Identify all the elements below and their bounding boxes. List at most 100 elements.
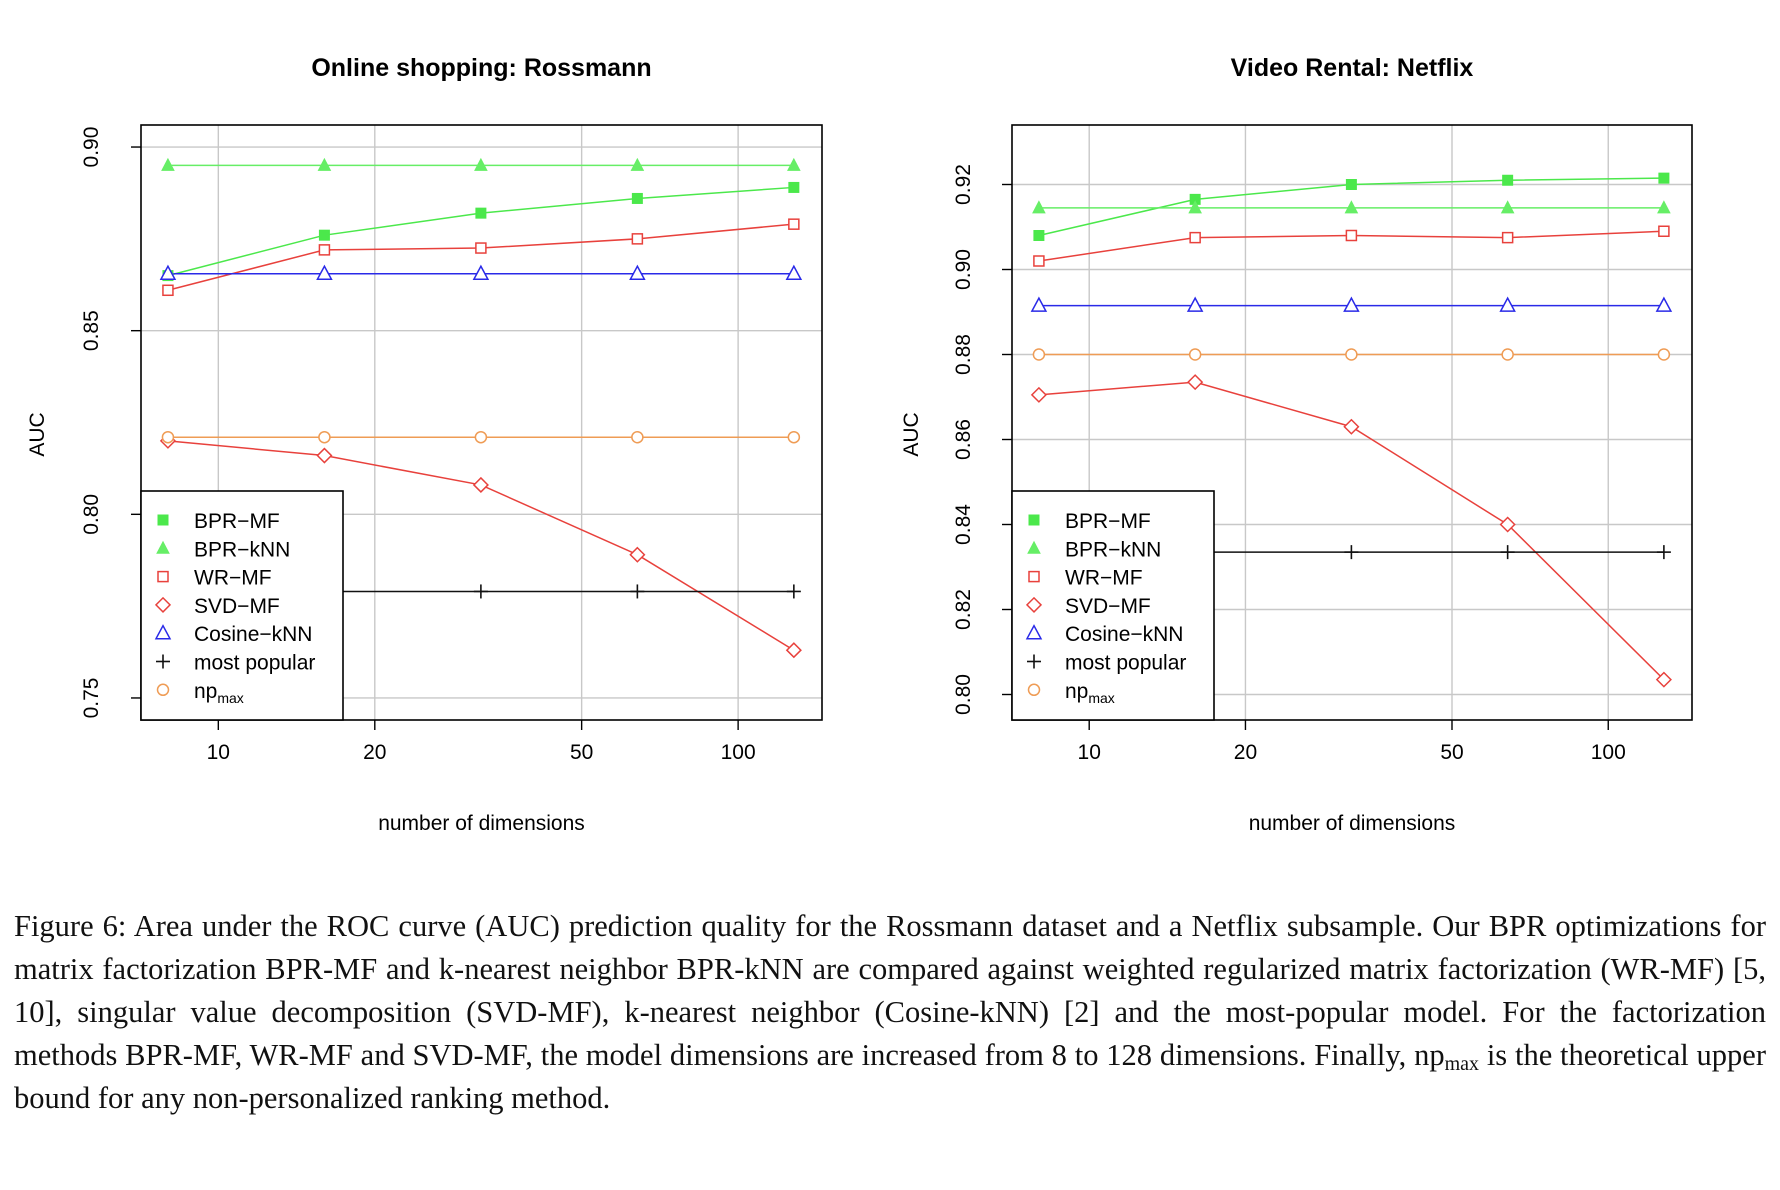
y-tick-label-5: 0.90: [952, 249, 975, 290]
y-tick-label-3: 0.86: [952, 419, 975, 460]
point-wr_mf-32: [475, 242, 487, 254]
x-axis-label: number of dimensions: [378, 812, 585, 835]
legend: BPR−MF BPR−kNN WR−MF SVD−MF Cosine−kNN most p…: [140, 490, 344, 721]
legend-label-subscript: max: [1088, 690, 1114, 706]
y-tick-label-2: 0.84: [952, 504, 975, 545]
y-tick-label-4: 0.88: [952, 334, 975, 375]
point-most_popular-32: [1344, 545, 1359, 560]
y-tick-label-3: 0.90: [80, 127, 103, 168]
point-most_popular-32: [473, 584, 488, 599]
x-tick-label-10: 10: [207, 741, 230, 764]
figure-charts: Online shopping: Rossmann 10 20 50 100 0.75 0.…: [26, 54, 1693, 835]
point-bpr_mf-128: [1658, 172, 1670, 184]
figure: Online shopping: Rossmann 10 20 50 100 0.75 0.…: [26, 54, 1693, 835]
point-most_popular-128: [1656, 545, 1671, 560]
point-bpr_knn-128: [787, 157, 801, 171]
legend-box: [1011, 490, 1215, 721]
x-tick-label-20: 20: [1234, 741, 1257, 764]
legend-marker-cosine_knn: [1025, 624, 1043, 640]
point-bpr_knn-128: [1657, 200, 1671, 214]
series-markers-bpr_knn: [1032, 200, 1671, 214]
point-cosine_knn-128: [785, 264, 803, 280]
caption-text-suffix: is the theoretical upper bound for any n…: [14, 1038, 1766, 1115]
series-markers-wr_mf: [162, 218, 800, 297]
legend-label-most_popular: most popular: [1065, 652, 1186, 675]
point-cosine_knn-16: [316, 264, 333, 280]
point-bpr_mf-8: [1033, 230, 1045, 241]
legend-label-wr_mf: WR−MF: [1065, 567, 1143, 590]
legend-marker-bpr_mf: [157, 514, 169, 526]
point-bpr_knn-32: [1344, 200, 1359, 214]
point-np_max-128: [787, 430, 801, 444]
point-cosine_knn-32: [472, 264, 490, 280]
point-wr_mf-16: [318, 244, 331, 256]
legend-label-bpr_knn: BPR−kNN: [194, 538, 290, 561]
legend-box: [140, 490, 344, 721]
point-wr_mf-8: [1033, 255, 1045, 267]
point-cosine_knn-64: [1499, 296, 1516, 312]
legend-label-subscript: max: [217, 690, 243, 706]
point-bpr_mf-32: [475, 207, 487, 219]
point-cosine_knn-128: [1655, 296, 1673, 312]
point-svd_mf-16: [1187, 374, 1204, 391]
point-cosine_knn-8: [1030, 296, 1048, 312]
point-bpr_knn-32: [474, 157, 488, 171]
legend-marker-most_popular: [156, 654, 170, 669]
legend-marker-svd_mf: [1025, 596, 1043, 613]
chart-title: Online shopping: Rossmann: [311, 54, 651, 82]
point-bpr_knn-64: [1500, 200, 1515, 214]
legend-label-bpr_mf: BPR−MF: [1065, 510, 1151, 533]
chart-panel-2: Video Rental: Netflix 10 20 50 100 0.80 0.82 0.…: [900, 54, 1693, 835]
point-np_max-64: [631, 430, 644, 444]
y-tick-label-2: 0.85: [80, 310, 103, 351]
plot-frame: [1011, 124, 1693, 721]
point-np_max-16: [1188, 348, 1202, 361]
point-cosine_knn-32: [1343, 296, 1360, 312]
x-tick-label-20: 20: [363, 741, 386, 764]
x-tick-label-10: 10: [1078, 741, 1101, 764]
point-wr_mf-64: [631, 233, 644, 245]
x-tick-label-100: 100: [721, 741, 756, 764]
legend-marker-np_max: [156, 683, 170, 697]
point-bpr_knn-16: [1188, 200, 1202, 214]
legend-marker-most_popular: [1027, 654, 1041, 669]
point-most_popular-128: [786, 584, 801, 599]
point-svd_mf-64: [1499, 516, 1516, 533]
point-wr_mf-64: [1501, 231, 1514, 244]
series-line-wr_mf: [167, 223, 794, 292]
legend-marker-wr_mf: [157, 570, 169, 583]
legend-label-wr_mf: WR−MF: [194, 567, 272, 590]
chart-title: Video Rental: Netflix: [1231, 54, 1474, 82]
series-markers-np_max: [1032, 348, 1671, 361]
point-np_max-8: [1032, 348, 1046, 361]
legend-marker-svd_mf: [154, 596, 172, 613]
y-tick-label-1: 0.80: [80, 494, 103, 535]
chart-panel-1: Online shopping: Rossmann 10 20 50 100 0.75 0.…: [26, 54, 823, 835]
legend-marker-bpr_mf: [1028, 514, 1040, 526]
legend-marker-cosine_knn: [154, 624, 172, 640]
x-tick-label-100: 100: [1591, 741, 1626, 764]
point-wr_mf-16: [1189, 231, 1201, 244]
point-np_max-64: [1501, 348, 1514, 361]
point-bpr_knn-8: [161, 157, 175, 171]
point-svd_mf-32: [472, 476, 489, 493]
legend-marker-np_max: [1027, 683, 1041, 697]
legend-marker-bpr_knn: [156, 540, 170, 554]
point-np_max-8: [161, 430, 175, 444]
x-axis-label: number of dimensions: [1249, 812, 1456, 835]
series-markers-cosine_knn: [159, 264, 803, 280]
point-wr_mf-128: [1658, 225, 1670, 237]
point-svd_mf-64: [629, 546, 646, 563]
legend-label-most_popular: most popular: [194, 652, 315, 675]
point-wr_mf-8: [162, 284, 174, 297]
point-svd_mf-16: [316, 447, 333, 464]
legend-label-cosine_knn: Cosine−kNN: [194, 623, 312, 646]
point-bpr_knn-8: [1032, 200, 1046, 214]
series-markers-wr_mf: [1033, 225, 1670, 267]
legend-label-bpr_knn: BPR−kNN: [1065, 538, 1161, 561]
point-cosine_knn-16: [1186, 296, 1204, 312]
point-svd_mf-32: [1343, 418, 1360, 435]
caption-subscript: max: [1444, 1053, 1480, 1075]
legend-marker-wr_mf: [1028, 570, 1040, 583]
point-svd_mf-128: [1655, 671, 1672, 688]
